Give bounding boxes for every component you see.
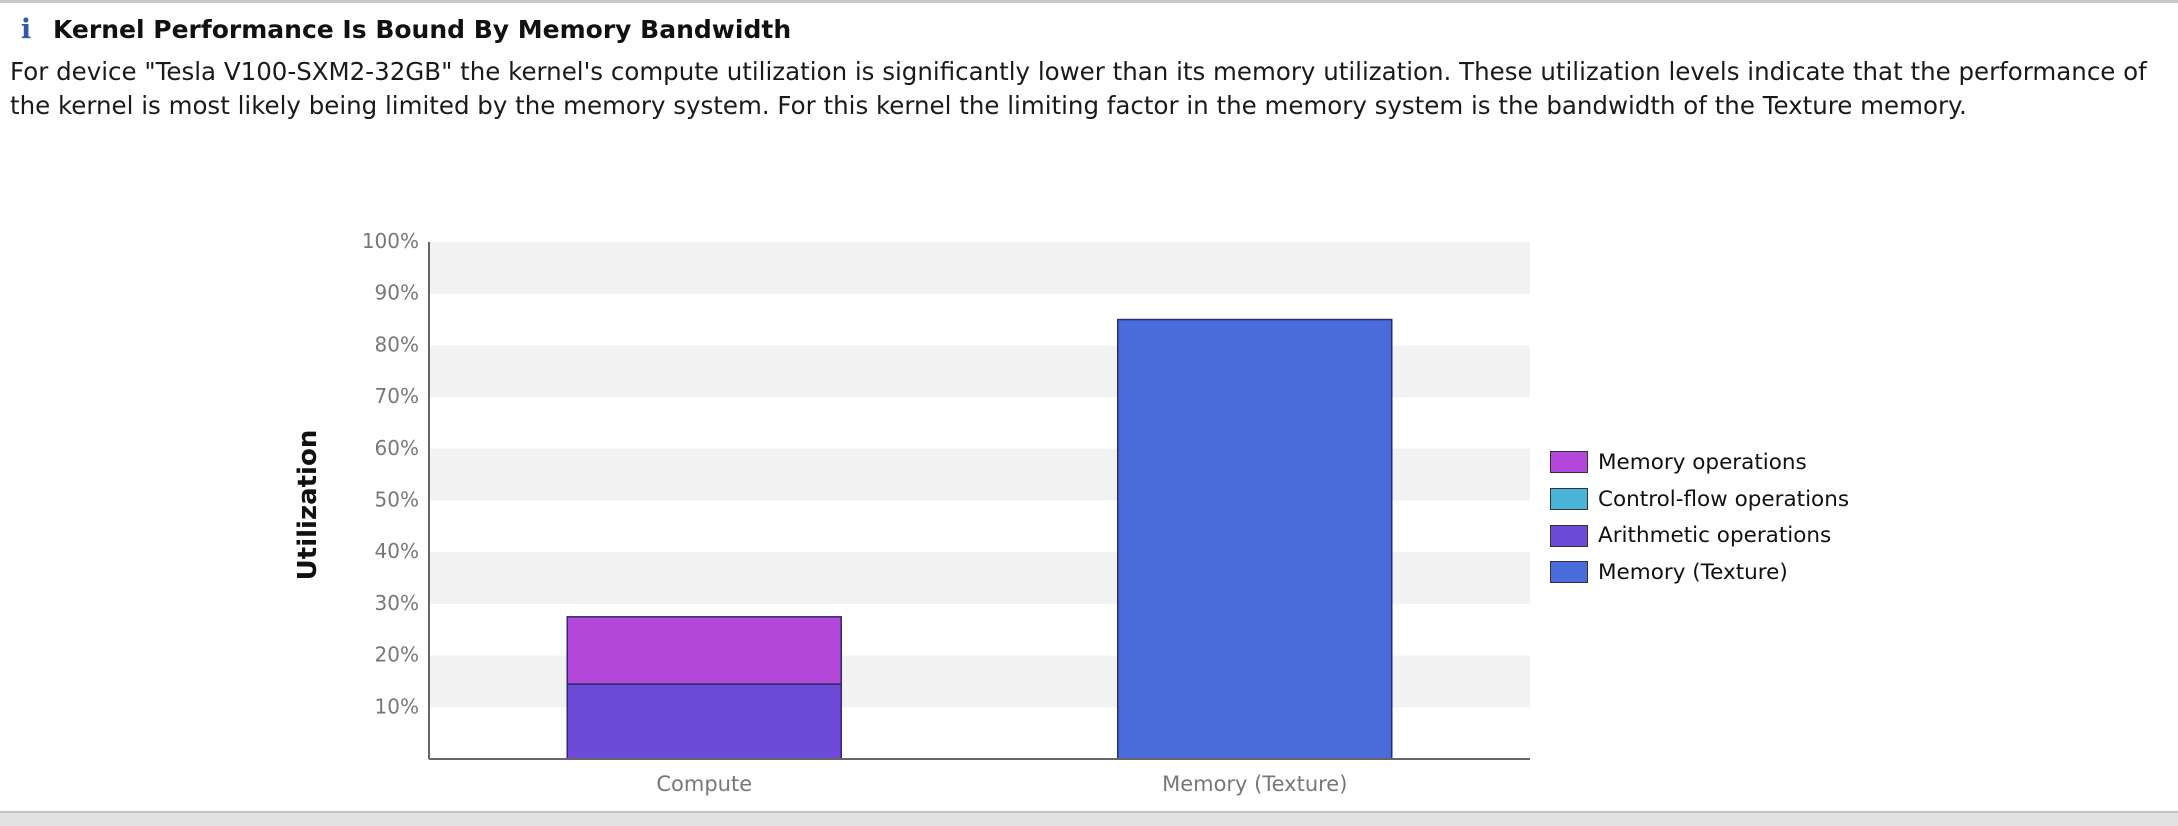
legend-swatch [1550,524,1588,547]
x-tick-label: Compute [656,772,752,796]
legend-swatch [1550,488,1588,511]
y-tick-label: 80% [375,332,419,356]
legend-item: Control-flow operations [1550,481,1849,518]
legend-swatch [1550,561,1588,584]
bar-memory-operations-compute [566,616,842,685]
bar-arithmetic-operations-compute [566,683,842,760]
y-tick-label: 90% [375,281,419,305]
y-tick-label: 10% [375,694,419,718]
y-tick-labels: 10% 20% 30% 40% 50% 60% 70% 80% 90% 100% [362,229,419,718]
chart-legend: Memory operations Control-flow operations… [1550,444,1849,591]
bar-memory-texture-memory-texture [1117,318,1393,760]
info-icon: i [20,13,32,45]
top-divider [0,0,2178,3]
grid-band [429,242,1530,294]
section-header: i Kernel Performance Is Bound By Memory … [0,12,791,46]
y-tick-label: 70% [375,384,419,408]
chart-axes [428,242,1530,760]
y-tick-label: 20% [375,643,419,667]
legend-item: Memory operations [1550,444,1849,481]
x-tick-label: Memory (Texture) [1162,772,1347,796]
legend-label: Control-flow operations [1598,486,1850,512]
y-tick-label: 60% [375,436,419,460]
legend-item: Arithmetic operations [1550,517,1849,554]
legend-label: Arithmetic operations [1598,523,1832,549]
analysis-description: For device "Tesla V100-SXM2-32GB" the ke… [10,57,2147,120]
y-tick-label: 50% [375,488,419,512]
y-tick-label: 30% [375,591,419,615]
y-axis-label: Utilization [293,430,323,581]
legend-label: Memory (Texture) [1598,559,1788,585]
bottom-divider [0,811,2178,826]
y-tick-label: 40% [375,539,419,563]
chart-bars [566,318,1393,760]
y-tick-label: 100% [362,229,419,253]
legend-item: Memory (Texture) [1550,554,1849,591]
legend-swatch [1550,451,1588,474]
section-title: Kernel Performance Is Bound By Memory Ba… [53,14,792,44]
legend-label: Memory operations [1598,449,1807,475]
x-tick-labels: Compute Memory (Texture) [656,772,1347,796]
